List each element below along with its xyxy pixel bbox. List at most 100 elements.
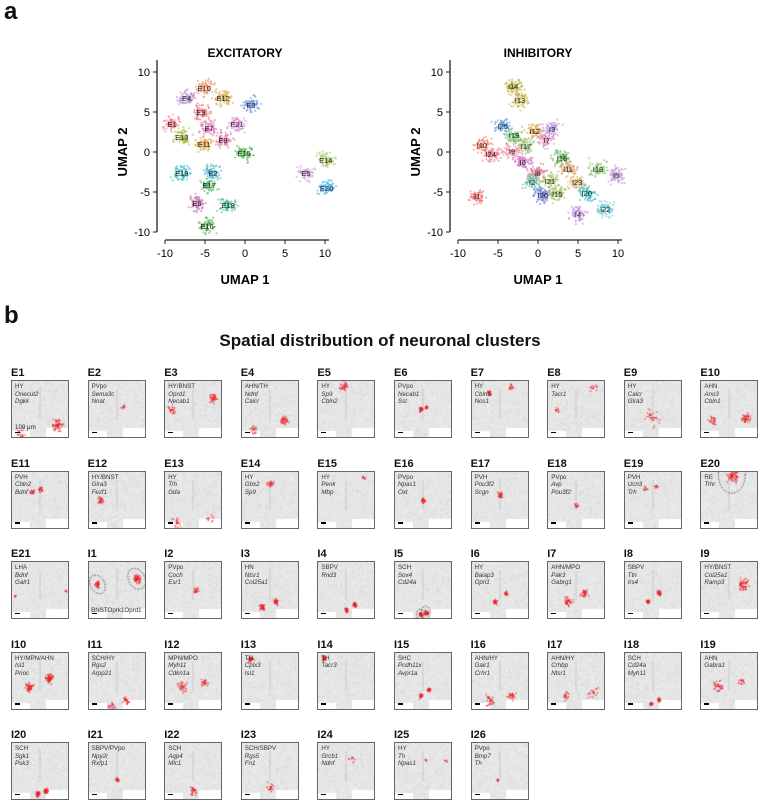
tissue-section-image: HY Trh Gda (164, 470, 223, 529)
tissue-section-image: HY/BNST Oprd1 Necab1 (164, 380, 223, 438)
gene-label: Oprk1 (107, 607, 125, 615)
tissue-section-image: HY Cbln1 Nos1 (470, 380, 529, 438)
gene-label: Isl1 (244, 669, 255, 677)
tissue-section-image: MPN/MPO Myh11 Cdkn1a (164, 651, 223, 710)
gene-label: Psk3 (15, 760, 29, 768)
cluster-I16 (549, 149, 571, 167)
gene-label: Gabra1 (704, 662, 726, 670)
gene-label: Ndnf (321, 760, 335, 768)
region-label: HY (474, 383, 484, 390)
gene-label: Glra3 (627, 398, 643, 406)
tissue-section-image: PVpo Npas1 Oxt (394, 470, 452, 529)
spatial-panel-I19: I19 AHN Gabra1 (700, 639, 760, 721)
gene-label: Myh11 (168, 662, 187, 670)
cluster-E12 (210, 88, 234, 108)
tissue-section-image: RE Trhr (700, 470, 759, 529)
cluster-label: E1 (168, 120, 177, 129)
cluster-id: E18 (547, 457, 567, 470)
spatial-panel-I18: I18 SCH Cd24a Myh11 (623, 639, 684, 721)
expression-map (12, 743, 68, 799)
cluster-label: I22 (600, 205, 610, 214)
spatial-panel-I7: I7 AHN/MPO Pak3 Gabrg1 (547, 548, 607, 630)
spatial-panel-I17: I17 AHN/HY Crhbp Ntsr1 (547, 639, 607, 721)
tissue-section-image: HY Grcb1 Ndnf (317, 742, 376, 800)
scale-bar (704, 612, 710, 614)
cluster-id: E7 (470, 367, 485, 379)
cluster-E16 (197, 216, 218, 236)
expression-map (395, 381, 451, 437)
region-label: HY (168, 473, 177, 481)
gene-label: Ucn3 (627, 481, 643, 489)
cluster-label: I1 (474, 192, 480, 201)
gene-label: Onecut2 (15, 390, 39, 398)
expression-map (624, 562, 681, 618)
gene-label: Calcr (627, 390, 643, 398)
gene-label: Pou3f2 (551, 488, 571, 496)
y-tick-label: 0 (437, 147, 443, 159)
cluster-I21 (538, 170, 561, 191)
spatial-panel-E13: E13 HY Trh Gda (164, 458, 224, 540)
cluster-id: I5 (394, 548, 404, 560)
cluster-id: I7 (547, 548, 557, 560)
expression-map (318, 562, 375, 618)
cluster-id: I15 (394, 638, 410, 651)
spatial-panel-I25: I25 HY Th Npas1 (394, 729, 454, 811)
spatial-panel-E4: E4 AHN/TH Ndnf Calcr (240, 367, 301, 449)
cluster-id: E17 (470, 457, 491, 470)
cluster-id: I14 (317, 638, 333, 651)
scale-bar (627, 612, 633, 614)
gene-label: Ndnf (244, 390, 258, 398)
scale-bar (627, 522, 633, 524)
tissue-section-image: PVpo Avp Pou3f2 (547, 470, 606, 529)
cluster-id: E16 (394, 457, 414, 470)
scale-bar (704, 431, 710, 433)
expression-map (395, 471, 451, 528)
tissue-section-image: TH Tacr3 (317, 651, 376, 710)
gene-label: Myh11 (627, 669, 646, 677)
tissue-section-image: SBPV Ttn Irs4 (623, 561, 682, 619)
region-label: TH (321, 654, 330, 662)
cluster-id: E21 (11, 548, 31, 560)
cluster-label: E18 (222, 201, 235, 210)
region-label: AHN (704, 383, 718, 390)
cluster-id: E12 (87, 457, 108, 470)
spatial-panel-I11: I11 SCH/HY Rgs2 Arpp21 (87, 639, 148, 721)
scale-bar (15, 612, 20, 614)
gene-label: Ano3 (704, 390, 719, 398)
cluster-id: E14 (240, 457, 261, 470)
inhibitory-cells (467, 78, 627, 226)
gene-label: Gabrg1 (551, 579, 572, 587)
region-label: BNST (91, 607, 108, 615)
tissue-section-image: AHN/MPO Pak3 Gabrg1 (547, 561, 606, 619)
gene-label: Oprl1 (474, 579, 490, 587)
region-label: SBPV (627, 564, 645, 571)
spatial-panel-I5: I5 SCH Sox4 Cd24a (394, 548, 454, 630)
x-tick-label: -5 (493, 248, 503, 260)
cluster-label: I10 (477, 141, 487, 150)
scale-bar (398, 522, 403, 524)
cluster-label: E21 (230, 120, 243, 129)
expression-map (165, 381, 222, 437)
scale-bar (15, 522, 20, 524)
cluster-label: E2 (208, 169, 217, 178)
region-label: PVpo (168, 564, 184, 571)
inhibitory-title: INHIBITORY (504, 46, 573, 60)
cluster-label: E6 (192, 199, 201, 208)
tissue-section-image: HY Onecut2 Dgkk 100 μm (11, 380, 69, 438)
tissue-section-image: HY/MPN/AHN Isl1 Pnoc (11, 651, 69, 710)
x-tick-label: 0 (535, 248, 541, 260)
spatial-panel-I20: I20 SCH Sgk1 Psk3 (11, 729, 71, 811)
cluster-id: I10 (11, 638, 27, 651)
spatial-panel-E15: E15 HY Penk Mbp (317, 458, 377, 540)
region-label: PVH (15, 473, 28, 481)
scale-bar (474, 522, 480, 524)
scale-bar (474, 793, 480, 795)
gene-label: Penk (321, 481, 336, 489)
x-tick-label: -10 (157, 248, 173, 260)
cluster-label: E17 (202, 181, 215, 190)
umap-plots: EXCITATORY -10 -10 -5 -5 0 0 5 5 10 10 UMAP 1 UMAP 2… (115, 46, 627, 287)
spatial-panel-I2: I2 PVpo Coch Esr1 (164, 548, 224, 630)
expression-map (471, 381, 528, 437)
cluster-I23 (566, 174, 587, 193)
spatial-panel-E8: E8 HY Tacr1 (547, 367, 607, 449)
